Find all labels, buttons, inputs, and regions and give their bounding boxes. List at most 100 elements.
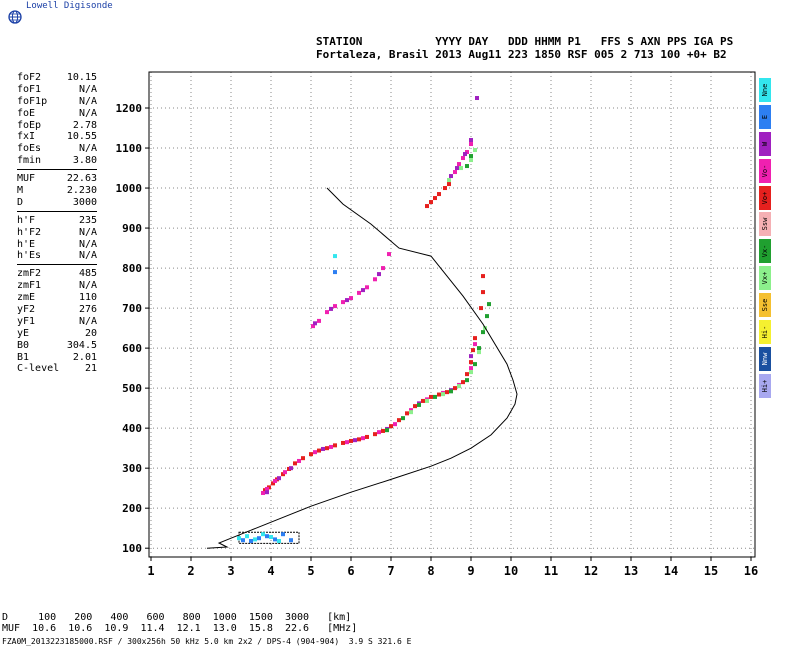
param-value: N/A (78, 107, 97, 119)
echo-point (453, 170, 457, 175)
param-label: zmF2 (17, 268, 42, 280)
echo-point (437, 392, 441, 397)
echo-point (469, 366, 473, 371)
param-value: 3000 (72, 196, 97, 208)
y-tick-label: 400 (122, 422, 142, 435)
param-row: h'E N/A (17, 239, 97, 251)
x-tick-label: 11 (544, 564, 558, 578)
echo-point (473, 148, 477, 153)
echo-point (393, 422, 397, 427)
param-label: B0 (17, 339, 30, 351)
echo-point (387, 252, 391, 257)
param-value: 22.63 (66, 173, 97, 185)
echo-point (281, 532, 285, 537)
echo-point (457, 384, 461, 389)
param-row: h'Es N/A (17, 250, 97, 262)
echo-point (325, 310, 329, 315)
echo-point (249, 538, 253, 543)
param-value: 2.01 (72, 351, 97, 363)
legend-item: Vx+ (759, 266, 771, 291)
x-tick-label: 6 (347, 564, 354, 578)
y-tick-label: 600 (122, 342, 142, 355)
echo-point (333, 443, 337, 448)
echo-point (365, 434, 369, 439)
echo-point (329, 306, 333, 311)
echo-point (281, 472, 285, 477)
param-label: C-level (17, 363, 60, 375)
y-tick-label: 1200 (116, 102, 143, 115)
globe-icon (8, 10, 22, 24)
echo-point (465, 164, 469, 169)
footer-file-info: FZA0M_2013223185000.RSF / 300x256h 50 kH… (2, 637, 412, 646)
footer-muf-row: MUF 10.6 10.6 10.9 11.4 12.1 13.0 15.8 2… (2, 623, 358, 634)
param-value: 3.80 (72, 155, 97, 167)
echo-point (447, 178, 451, 183)
legend-item: Vo- (759, 158, 771, 183)
echo-point (477, 346, 481, 351)
echo-point (381, 428, 385, 433)
echo-point (357, 290, 361, 295)
legend-item: Hi- (759, 320, 771, 345)
echo-point (477, 350, 481, 355)
param-value: 2.78 (72, 119, 97, 131)
param-value: N/A (78, 250, 97, 262)
param-label: foF1p (17, 95, 48, 107)
param-value: N/A (78, 83, 97, 95)
echo-point (333, 254, 337, 259)
param-value: 485 (78, 268, 97, 280)
echo-point (445, 390, 449, 395)
param-row: B1 2.01 (17, 352, 97, 364)
echo-point (465, 372, 469, 377)
param-value: 2.230 (66, 185, 97, 197)
echo-point (409, 408, 413, 413)
param-row: C-level 21 (17, 363, 97, 375)
param-row: foF1p N/A (17, 96, 97, 108)
echo-point (317, 448, 321, 453)
param-row: foF1 N/A (17, 84, 97, 96)
param-label: foF2 (17, 72, 42, 83)
param-row: fmin 3.80 (17, 155, 97, 167)
echo-point (293, 461, 297, 466)
brand-name: Lowell Digisonde (26, 1, 113, 11)
x-tick-label: 5 (307, 564, 314, 578)
param-value: N/A (78, 226, 97, 238)
echo-point (271, 481, 275, 486)
param-value: 276 (78, 304, 97, 316)
param-value: 235 (78, 214, 97, 226)
param-row: yF1 N/A (17, 316, 97, 328)
echo-point (479, 306, 483, 311)
param-row: yF2 276 (17, 304, 97, 316)
echo-point (373, 432, 377, 437)
echo-point (469, 158, 473, 163)
echo-point (469, 154, 473, 159)
echo-point (313, 450, 317, 455)
param-label: h'Es (17, 250, 42, 262)
echo-point (461, 380, 465, 385)
echo-point (329, 444, 333, 449)
legend-item: Nnw (759, 346, 771, 371)
echo-point (449, 174, 453, 179)
param-label: foEs (17, 143, 42, 155)
param-label: yF2 (17, 304, 36, 316)
legend-item: Vx- (759, 239, 771, 264)
echo-point (345, 440, 349, 445)
legend-item: Sse (759, 293, 771, 318)
echo-point (325, 446, 329, 451)
echo-point (459, 166, 463, 171)
x-tick-label: 13 (624, 564, 638, 578)
echo-point (485, 314, 489, 319)
y-tick-label: 900 (122, 222, 142, 235)
echo-point (283, 470, 287, 475)
y-tick-label: 300 (122, 462, 142, 475)
echo-point (409, 410, 413, 415)
param-label: yE (17, 327, 30, 339)
param-value: 21 (84, 363, 97, 375)
echo-point (261, 490, 265, 495)
echo-point (265, 486, 269, 491)
echo-point (429, 394, 433, 399)
param-row: zmE 110 (17, 292, 97, 304)
param-value: N/A (78, 315, 97, 327)
echo-point (433, 394, 437, 399)
echo-point (277, 538, 281, 543)
